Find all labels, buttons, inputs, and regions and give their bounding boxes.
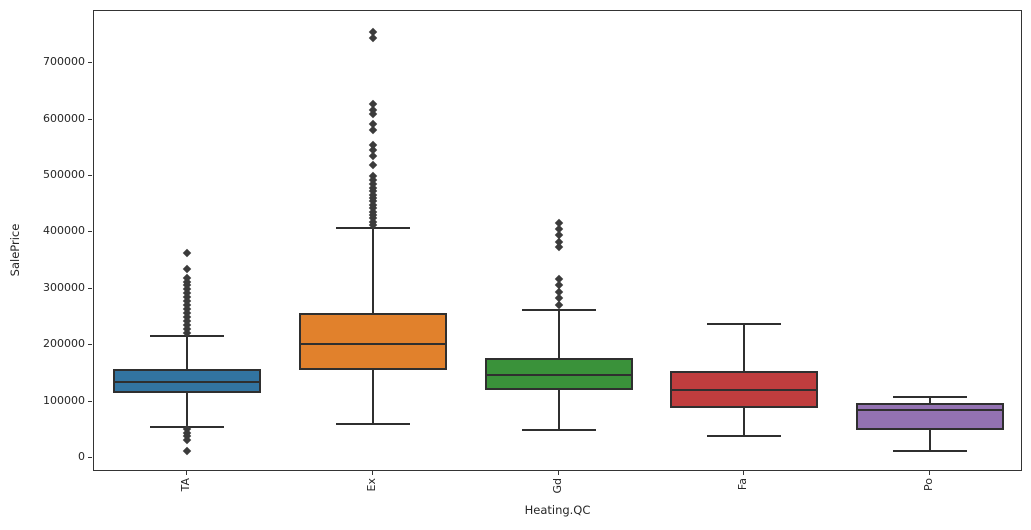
y-tick-label: 600000 (43, 111, 85, 125)
outlier-ta (182, 264, 192, 273)
outlier-ta (182, 436, 192, 445)
y-tick-mark (88, 231, 92, 233)
median-gd (486, 374, 631, 377)
x-tick-label-po: Po (922, 478, 936, 491)
outlier-gd (554, 300, 563, 309)
y-tick-label: 700000 (43, 55, 85, 69)
x-tick-label-gd: Gd (550, 478, 564, 494)
x-tick-label-ta: TA (178, 478, 192, 492)
x-tick-mark (371, 471, 373, 475)
outlier-ex (368, 160, 377, 170)
cap-high-fa (707, 323, 782, 326)
x-tick-mark (743, 471, 745, 475)
median-ex (300, 343, 445, 346)
outlier-ex (368, 33, 377, 43)
cap-low-po (893, 449, 968, 452)
median-ta (114, 381, 259, 384)
x-tick-mark (929, 471, 931, 475)
median-po (858, 409, 1003, 411)
outlier-ex (368, 151, 377, 161)
cap-low-fa (707, 434, 782, 437)
cap-high-gd (521, 309, 596, 312)
y-tick-mark (88, 344, 92, 346)
outlier-ex (368, 125, 377, 135)
outlier-ta (182, 446, 192, 455)
y-tick-mark (88, 175, 92, 177)
x-tick-mark (185, 471, 187, 475)
cap-low-ex (335, 423, 410, 426)
x-tick-label-fa: Fa (736, 478, 750, 491)
plot-area (93, 10, 1022, 471)
y-tick-mark (88, 456, 92, 458)
y-tick-mark (88, 62, 92, 64)
cap-high-po (893, 396, 968, 399)
box-ex (298, 312, 447, 370)
y-tick-mark (88, 287, 92, 289)
box-ta (112, 369, 261, 394)
y-tick-label: 500000 (43, 168, 85, 182)
outlier-ta (182, 248, 192, 258)
y-tick-label: 0 (78, 449, 85, 463)
y-tick-label: 400000 (43, 224, 85, 238)
y-tick-mark (88, 400, 92, 402)
x-axis-label: Heating.QC (524, 503, 591, 517)
box-po (856, 402, 1005, 430)
x-tick-label-ex: Ex (364, 478, 378, 492)
y-tick-label: 100000 (43, 393, 85, 407)
outlier-gd (554, 242, 563, 252)
y-tick-mark (88, 118, 92, 120)
box-gd (484, 357, 633, 390)
median-fa (672, 388, 817, 391)
x-tick-mark (557, 471, 559, 475)
cap-low-gd (521, 428, 596, 431)
y-tick-label: 200000 (43, 337, 85, 351)
y-tick-label: 300000 (43, 280, 85, 294)
